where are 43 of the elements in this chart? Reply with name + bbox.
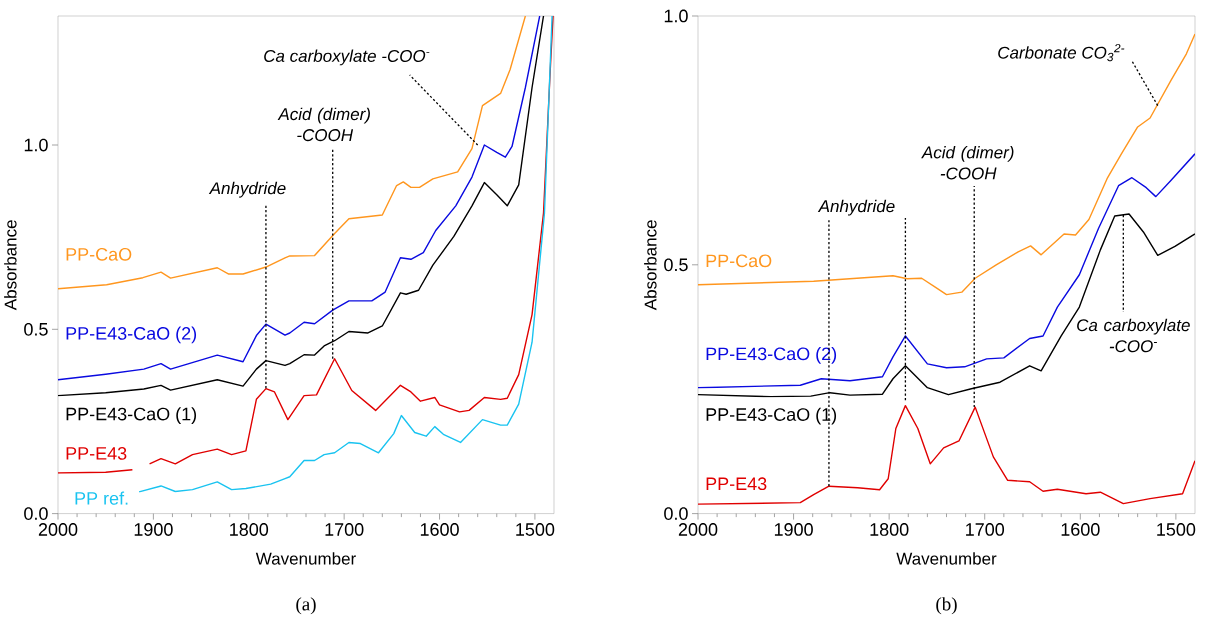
y-tick-label: 0.5: [664, 258, 688, 272]
series-label: PP-E43-CaO (2): [706, 346, 837, 364]
series-label: PP-E43-CaO (2): [66, 326, 197, 344]
series-label: PP-CaO: [66, 247, 132, 261]
series-label: PP-CaO: [706, 254, 772, 268]
text: (b): [936, 597, 957, 615]
y-tick-label: 0.0: [664, 507, 688, 520]
line-series: [58, 16, 527, 290]
y-tick-label: 0.0: [24, 507, 48, 520]
series-label: PP ref.: [75, 491, 128, 505]
y-tick-label: 1.0: [664, 9, 688, 23]
x-tick-label: 2000: [38, 523, 78, 536]
y-tick-label: 1.0: [24, 138, 48, 152]
annotation: Ca carboxylate -COO$^{-}$: [1077, 318, 1190, 353]
x-axis-title: Wavenumber: [255, 552, 356, 565]
series-label: PP-E43: [66, 447, 127, 460]
annotation: Anhydride: [817, 199, 895, 216]
x-tick-label: 1900: [134, 523, 173, 536]
x-tick-label: 1500: [516, 523, 555, 536]
x-axis-title: Wavenumber: [896, 552, 997, 565]
y-tick-label: 0.5: [24, 322, 48, 336]
x-tick-label: 1800: [870, 523, 909, 536]
annotation: Ca carboxylate -COO$^{-}$: [264, 49, 430, 66]
line-series: [698, 404, 1195, 505]
x-tick-label: 1700: [966, 523, 1005, 536]
y-axis-title: Absorbance: [4, 220, 17, 311]
annotation: Acid (dimer) -COOH: [921, 145, 1014, 180]
series-label: PP-E43-CaO (1): [66, 407, 197, 424]
line-series: [698, 33, 1195, 296]
x-tick-label: 1500: [1157, 523, 1196, 536]
annotation: Carbonate CO$_{3}$2-: [998, 43, 1125, 62]
series-label: PP-E43: [706, 477, 767, 491]
annotation: Acid (dimer) -COOH: [277, 107, 370, 142]
x-tick-label: 1900: [774, 523, 813, 536]
text: (a): [296, 597, 316, 615]
x-tick-label: 1800: [230, 523, 269, 536]
x-tick-label: 2000: [678, 523, 718, 536]
x-tick-label: 1600: [420, 523, 459, 536]
x-tick-label: 1600: [1061, 523, 1100, 536]
y-axis-title: Absorbance: [644, 220, 657, 311]
x-tick-label: 1700: [325, 523, 364, 536]
annotation: Anhydride: [208, 181, 286, 198]
series-label: PP-E43-CaO (1): [706, 407, 837, 425]
